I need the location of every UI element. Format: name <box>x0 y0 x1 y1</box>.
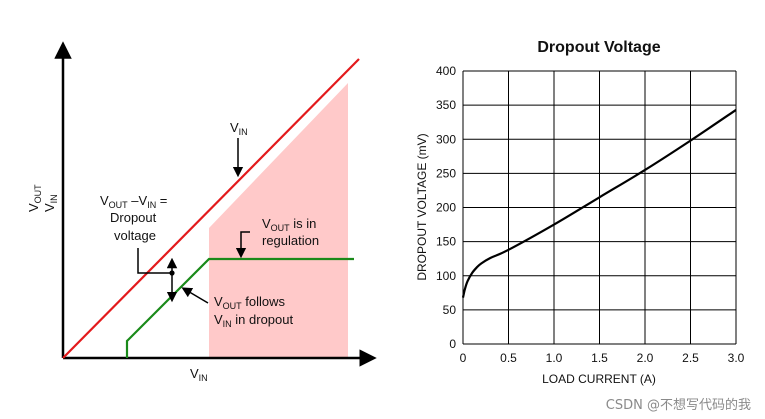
x-tick-label: 1.0 <box>546 351 563 365</box>
dropout-voltage-label-line3: voltage <box>114 228 156 243</box>
series-vin-line <box>62 58 360 359</box>
regulation-pointer-arrow <box>235 231 250 259</box>
dropout-voltage-label-line2: Dropout <box>110 210 157 225</box>
x-tick-label: 2.0 <box>637 351 654 365</box>
y-tick-label: 350 <box>436 98 456 112</box>
dropout-voltage-label: VOUT –VIN = <box>100 193 167 210</box>
x-tick-label: 0.5 <box>500 351 517 365</box>
x-tick-label: 1.5 <box>591 351 608 365</box>
y-tick-label: 0 <box>449 337 456 351</box>
follows-label-line2: VIN in dropout <box>214 312 293 329</box>
follows-pointer-arrow <box>181 287 209 304</box>
y-axis-title: DROPOUT VOLTAGE (mV) <box>415 133 429 280</box>
series-dropout-line <box>461 108 737 298</box>
regulation-region <box>209 83 348 357</box>
follows-label: VOUT follows <box>214 294 286 311</box>
x-tick-label: 0 <box>460 351 467 365</box>
svg-text:VIN: VIN <box>42 194 59 212</box>
y-tick-label: 250 <box>436 166 456 180</box>
x-axis-label: VIN <box>190 366 208 383</box>
x-tick-label: 2.5 <box>682 351 699 365</box>
y-axis-label: VOUT VIN <box>26 184 59 212</box>
y-tick-labels: 0 50 100 150 200 250 300 350 400 <box>436 64 456 351</box>
chart-title: Dropout Voltage <box>537 39 660 56</box>
y-tick-label: 200 <box>436 201 456 215</box>
vin-line-label: VIN <box>230 120 248 137</box>
y-tick-label: 400 <box>436 64 456 78</box>
watermark: CSDN @不想写代码的我 <box>605 398 751 413</box>
y-tick-label: 100 <box>436 269 456 283</box>
y-tick-label: 50 <box>443 303 457 317</box>
x-tick-label: 3.0 <box>728 351 745 365</box>
dropout-measure-dot <box>169 270 175 276</box>
x-axis-title: LOAD CURRENT (A) <box>542 372 656 386</box>
dropout-voltage-chart: Dropout Voltage 0 0.5 1.0 1.5 2.0 2.5 3.0 0 50 1… <box>415 39 745 386</box>
regulation-label: VOUT is in <box>262 216 316 233</box>
dropout-leader-line <box>137 248 170 274</box>
regulation-label-line2: regulation <box>262 233 319 248</box>
svg-text:VOUT: VOUT <box>26 184 43 212</box>
x-tick-labels: 0 0.5 1.0 1.5 2.0 2.5 3.0 <box>460 351 745 365</box>
dropout-concept-chart: VIN VOUT is in regulation VOUT –VIN = Dr… <box>26 41 377 383</box>
y-tick-label: 300 <box>436 132 456 146</box>
y-tick-label: 150 <box>436 235 456 249</box>
grid <box>462 70 737 345</box>
